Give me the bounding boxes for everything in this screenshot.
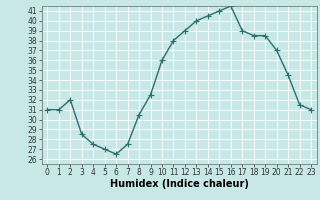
X-axis label: Humidex (Indice chaleur): Humidex (Indice chaleur) [110,179,249,189]
